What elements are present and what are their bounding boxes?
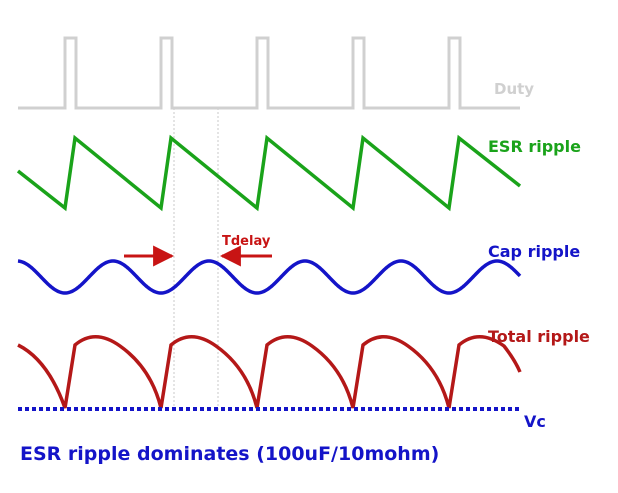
cap-ripple-waveform [17,259,522,295]
duty-label: Duty [494,80,535,98]
total-ripple-waveform [17,335,522,409]
tdelay-label: Tdelay [222,234,271,249]
vc-label: Vc [524,412,546,431]
duty-waveform [18,36,520,110]
total-ripple-label: Total ripple [488,327,590,346]
diagram-caption: ESR ripple dominates (100uF/10mohm) [20,443,440,465]
cap-ripple-label: Cap ripple [488,242,581,261]
esr-ripple-waveform [16,134,522,212]
esr-ripple-label: ESR ripple [488,137,581,156]
